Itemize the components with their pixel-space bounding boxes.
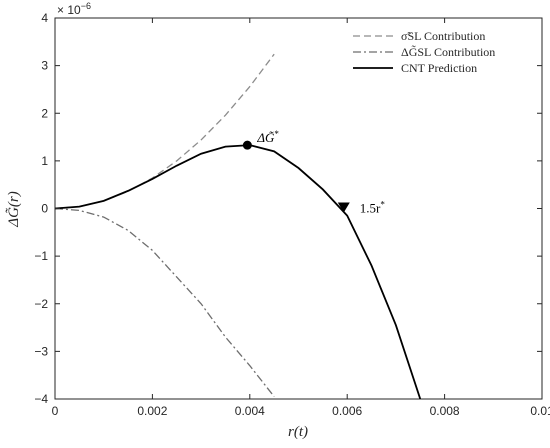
y-tick-label: 0 (41, 202, 48, 216)
legend-box (347, 24, 527, 78)
x-axis-label: r(t) (288, 424, 308, 440)
legend: σ̃SL Contribution ΔG̃SL Contribution CNT P… (347, 24, 527, 78)
plot-area (54, 17, 543, 400)
x-tick-label: 0 (52, 404, 59, 418)
max-point-marker (242, 140, 252, 150)
y-tick-label: 3 (41, 59, 48, 73)
series-line-2 (55, 207, 275, 398)
annotation-label: 1.5r* (360, 200, 386, 216)
y-axis-label: ΔG̃(r) (5, 191, 22, 227)
legend-entry: σ̃SL Contribution (401, 29, 485, 43)
y-tick-label: 2 (41, 106, 48, 120)
annotations: ΔG̃* 1.5r* (242, 129, 386, 216)
x-tick-label: 0.006 (332, 404, 362, 418)
annotation-label: ΔG̃* (256, 129, 279, 145)
y-exponent-power: −6 (81, 1, 91, 11)
y-tick-label: −4 (34, 392, 48, 406)
x-tick-label: 0.01 (530, 404, 550, 418)
legend-entry: ΔG̃SL Contribution (401, 45, 495, 59)
series-line-3 (55, 144, 422, 399)
y-tick-label: −1 (34, 249, 48, 263)
y-exponent-base: × 10 (57, 3, 81, 17)
y-tick-label: −2 (34, 297, 48, 311)
series-layer (55, 53, 422, 399)
triangle-marker (337, 202, 350, 213)
y-tick-label: −3 (34, 344, 48, 358)
y-tick-label: 4 (41, 11, 48, 25)
y-axis-ticks: −4 −3 −2 −1 0 1 2 3 4 (34, 11, 542, 406)
y-tick-label: 1 (41, 154, 48, 168)
x-tick-label: 0.002 (137, 404, 167, 418)
legend-entry: CNT Prediction (401, 61, 477, 75)
x-tick-label: 0.004 (235, 404, 265, 418)
x-axis-ticks: 0 0.002 0.004 0.006 0.008 0.01 (52, 18, 550, 418)
x-tick-label: 0.008 (430, 404, 460, 418)
y-exponent-label: × 10−6 (57, 1, 91, 17)
